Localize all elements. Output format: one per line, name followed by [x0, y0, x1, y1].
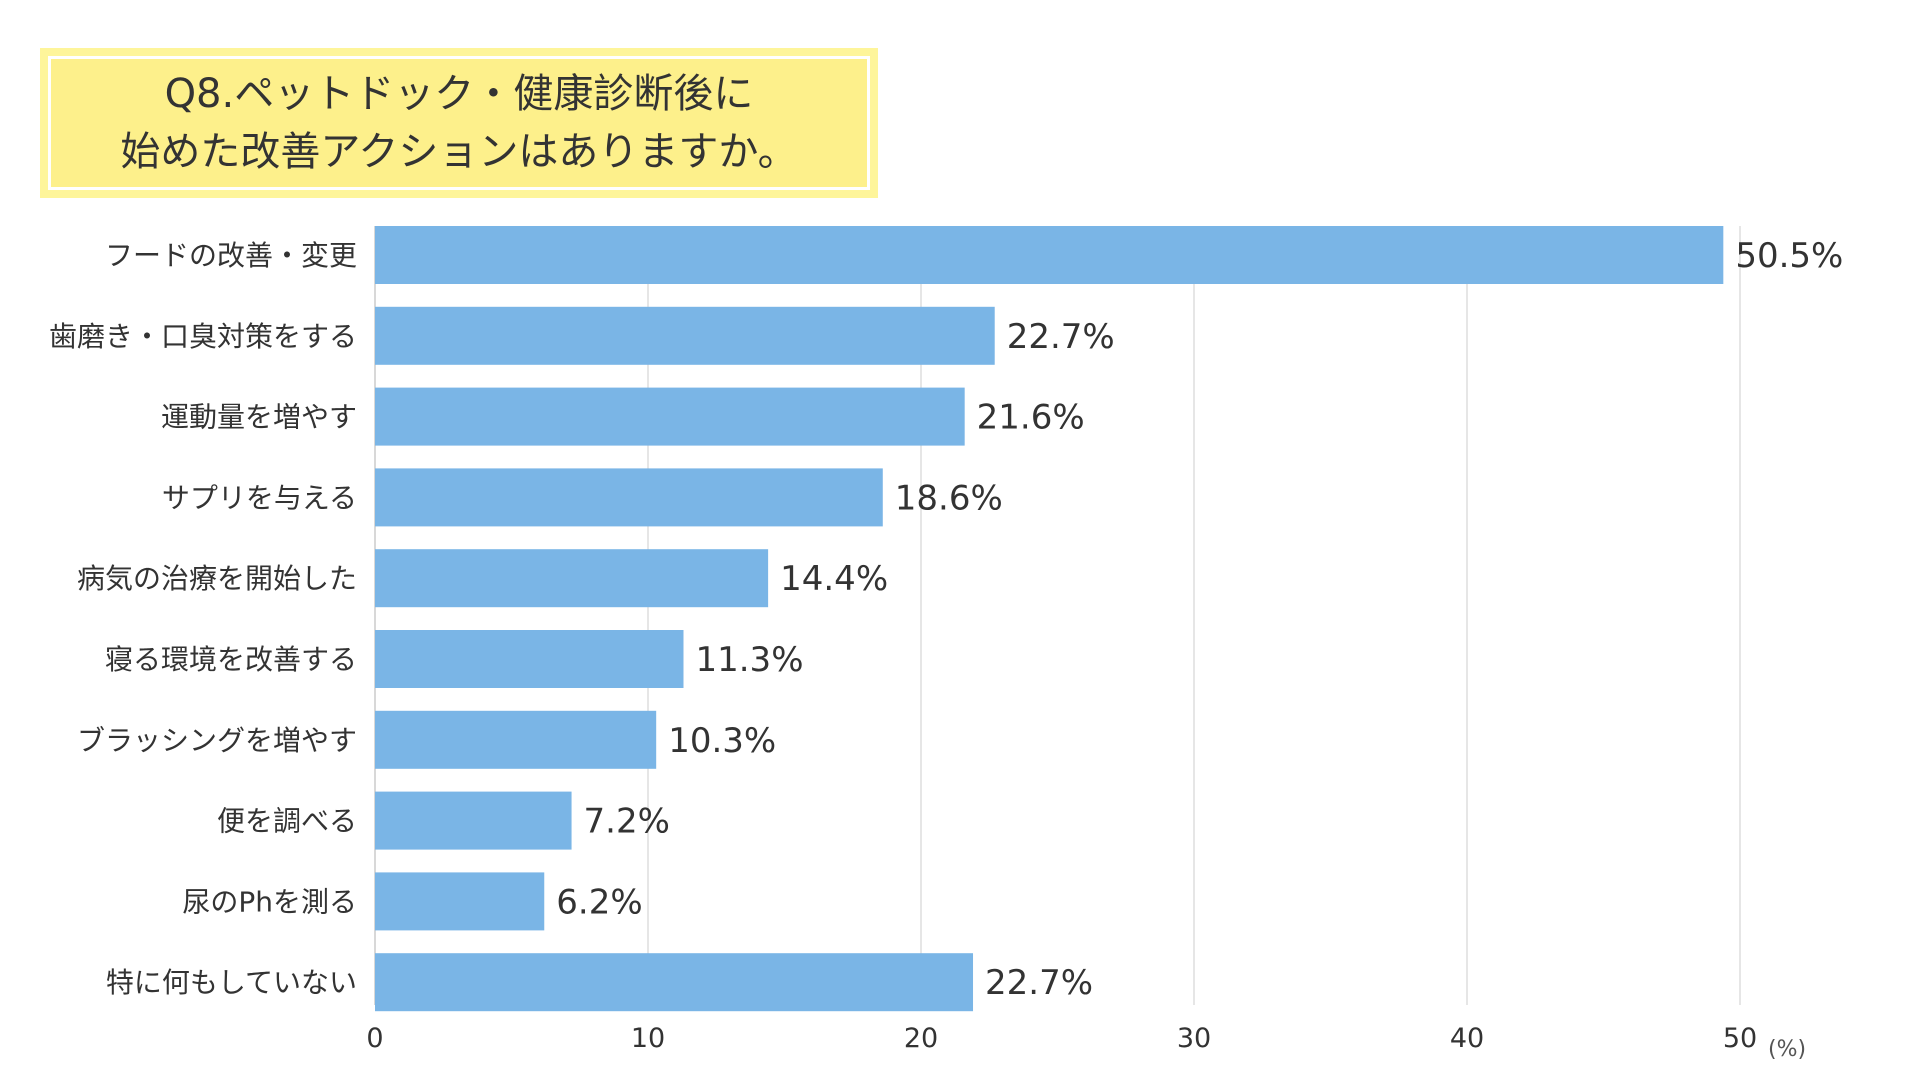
x-tick-label: 20: [904, 1023, 938, 1054]
category-label: 寝る環境を改善する: [105, 643, 357, 676]
value-label: 50.5%: [1735, 236, 1843, 276]
question-title-box: Q8.ペットドック・健康診断後に 始めた改善アクションはありますか。: [40, 48, 878, 198]
category-label: 尿のPhを測る: [182, 885, 357, 918]
x-tick-label: 30: [1177, 1023, 1211, 1054]
value-label: 22.7%: [1007, 317, 1115, 357]
category-label: サプリを与える: [162, 481, 357, 514]
value-label: 14.4%: [780, 559, 888, 599]
bar: [375, 630, 684, 688]
value-label: 10.3%: [668, 721, 776, 761]
bar: [375, 387, 965, 446]
category-label: 運動量を増やす: [161, 401, 357, 434]
bar: [375, 226, 1724, 284]
x-tick-label: 0: [366, 1023, 383, 1054]
x-unit-label: (%): [1768, 1037, 1806, 1062]
bar: [375, 710, 657, 769]
question-title-line-1: Q8.ペットドック・健康診断後に: [164, 71, 754, 117]
bar: [375, 953, 974, 1012]
bar: [375, 549, 769, 608]
category-label: ブラッシングを増やす: [77, 724, 357, 757]
value-label: 6.2%: [556, 882, 642, 922]
category-label: 病気の治療を開始した: [77, 562, 357, 595]
category-label: 歯磨き・口臭対策をする: [49, 320, 357, 353]
bar: [375, 791, 572, 850]
bar: [375, 306, 995, 365]
x-tick-label: 10: [631, 1023, 665, 1054]
x-tick-label: 40: [1450, 1023, 1484, 1054]
category-label: 便を調べる: [217, 805, 357, 838]
category-label: フードの改善・変更: [105, 239, 357, 272]
value-label: 21.6%: [977, 398, 1085, 438]
value-label: 7.2%: [584, 802, 670, 842]
category-label: 特に何もしていない: [106, 966, 357, 999]
x-tick-label: 50: [1723, 1023, 1757, 1054]
value-label: 22.7%: [985, 963, 1093, 1003]
question-title-line-2: 始めた改善アクションはありますか。: [120, 129, 798, 175]
bar: [375, 468, 883, 527]
bar: [375, 872, 545, 931]
value-label: 11.3%: [695, 640, 803, 680]
value-label: 18.6%: [895, 478, 1003, 518]
